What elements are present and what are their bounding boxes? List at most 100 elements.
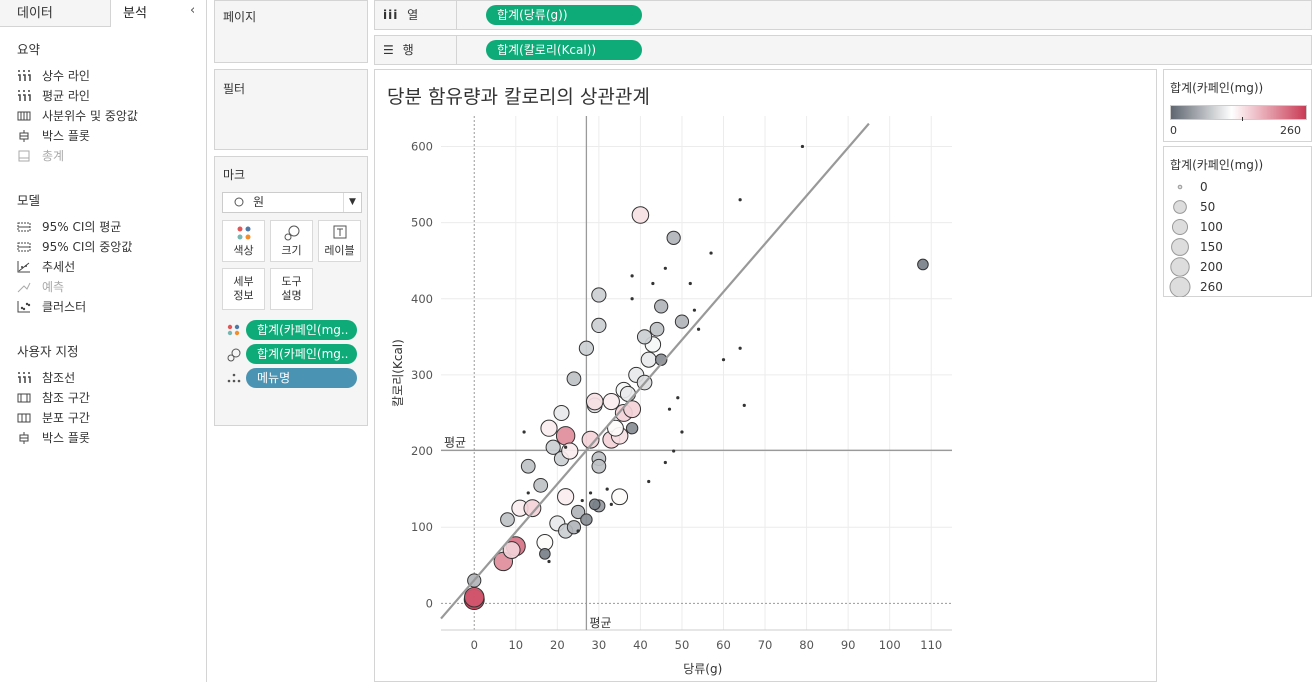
data-point[interactable] bbox=[738, 198, 742, 202]
size-circle bbox=[1171, 238, 1189, 256]
data-point[interactable] bbox=[666, 230, 681, 245]
color-pill[interactable]: 합계(카페인(mg.. bbox=[246, 320, 357, 340]
marks-size-field[interactable]: 합계(카페인(mg.. bbox=[222, 344, 362, 364]
trend-line-path[interactable] bbox=[440, 122, 870, 620]
data-point[interactable] bbox=[564, 445, 568, 449]
rows-pill[interactable]: 합계(칼로리(Kcal)) bbox=[486, 40, 642, 60]
detail-pill[interactable]: 메뉴명 bbox=[246, 368, 357, 388]
data-point[interactable] bbox=[545, 439, 561, 455]
data-point[interactable] bbox=[619, 385, 636, 402]
data-point[interactable] bbox=[674, 314, 690, 329]
data-point[interactable] bbox=[607, 419, 624, 437]
data-point[interactable] bbox=[591, 458, 607, 474]
data-point[interactable] bbox=[709, 251, 713, 255]
data-point[interactable] bbox=[609, 502, 613, 506]
data-point[interactable] bbox=[680, 430, 684, 434]
pages-title: 페이지 bbox=[223, 10, 257, 24]
data-point[interactable] bbox=[692, 308, 697, 312]
data-point[interactable] bbox=[539, 548, 551, 560]
size-legend-entry[interactable]: 100 bbox=[1164, 217, 1311, 237]
columns-shelf[interactable]: iii 열 합계(당류(g)) bbox=[374, 0, 1312, 30]
size-legend-entry[interactable]: 260 bbox=[1164, 277, 1311, 297]
data-point[interactable] bbox=[611, 488, 629, 506]
data-point[interactable] bbox=[631, 206, 650, 224]
data-point[interactable] bbox=[591, 317, 607, 334]
data-point[interactable] bbox=[566, 371, 582, 387]
data-point[interactable] bbox=[651, 281, 655, 286]
data-point[interactable] bbox=[738, 346, 742, 350]
data-point[interactable] bbox=[649, 321, 665, 337]
data-point[interactable] bbox=[605, 487, 609, 491]
scatter-plot[interactable]: 0 10 20 30 40 50 60 70 80 90 100 110 0 100 200 300 400 50… bbox=[375, 70, 1156, 681]
data-point[interactable] bbox=[547, 559, 551, 564]
data-point[interactable] bbox=[667, 407, 672, 411]
data-point[interactable] bbox=[502, 541, 521, 559]
data-point[interactable] bbox=[555, 426, 576, 446]
data-point[interactable] bbox=[696, 327, 701, 331]
data-point[interactable] bbox=[800, 144, 805, 149]
size-legend[interactable]: 합계(카페인(mg)) 0 50 100 150 200 260 bbox=[1163, 146, 1312, 297]
data-point[interactable] bbox=[647, 479, 651, 484]
data-point[interactable] bbox=[580, 498, 584, 503]
data-point[interactable] bbox=[533, 477, 549, 493]
label-button[interactable]: 레이블 bbox=[318, 220, 361, 262]
size-legend-entry[interactable]: 200 bbox=[1164, 257, 1311, 277]
data-point[interactable] bbox=[536, 534, 554, 551]
size-legend-entry[interactable]: 0 bbox=[1164, 177, 1311, 197]
trend-line[interactable] bbox=[440, 122, 870, 620]
marks-color-field[interactable]: 합계(카페인(mg.. bbox=[222, 320, 362, 340]
color-legend[interactable]: 합계(카페인(mg)) 0 260 bbox=[1163, 69, 1312, 142]
filters-shelf[interactable]: 필터 bbox=[214, 69, 368, 150]
data-point[interactable] bbox=[625, 421, 639, 435]
chevron-left-icon[interactable]: ‹ bbox=[190, 3, 196, 18]
data-point[interactable] bbox=[522, 430, 526, 434]
data-point[interactable] bbox=[663, 266, 667, 270]
data-point[interactable] bbox=[520, 458, 536, 474]
data-point[interactable] bbox=[588, 498, 601, 511]
tooltip-button[interactable]: 도구 설명 bbox=[270, 268, 313, 310]
pages-shelf[interactable]: 페이지 bbox=[214, 0, 368, 63]
size-legend-entry[interactable]: 50 bbox=[1164, 197, 1311, 217]
data-point[interactable] bbox=[557, 488, 575, 506]
mark-type-dropdown[interactable]: 원 ▼ bbox=[222, 192, 362, 213]
detail-button[interactable]: 세부 정보 bbox=[222, 268, 265, 310]
columns-pill[interactable]: 합계(당류(g)) bbox=[486, 5, 642, 25]
data-point[interactable] bbox=[585, 392, 604, 411]
data-point[interactable] bbox=[630, 274, 634, 278]
data-points[interactable] bbox=[463, 144, 929, 611]
data-point[interactable] bbox=[672, 449, 676, 453]
tab-analysis[interactable]: 분석 bbox=[123, 6, 147, 21]
data-point[interactable] bbox=[500, 512, 515, 527]
data-point[interactable] bbox=[578, 340, 595, 356]
data-point[interactable] bbox=[742, 403, 746, 407]
data-point[interactable] bbox=[663, 460, 667, 465]
data-point[interactable] bbox=[576, 529, 580, 533]
data-point[interactable] bbox=[581, 430, 600, 449]
data-point[interactable] bbox=[580, 513, 593, 526]
size-pill[interactable]: 합계(카페인(mg.. bbox=[246, 344, 357, 364]
data-point[interactable] bbox=[463, 587, 485, 608]
data-point[interactable] bbox=[523, 499, 542, 518]
data-point[interactable] bbox=[654, 299, 669, 314]
data-point[interactable] bbox=[676, 396, 680, 400]
color-button[interactable]: 색상 bbox=[222, 220, 265, 262]
data-point[interactable] bbox=[540, 419, 558, 437]
data-point[interactable] bbox=[688, 281, 692, 286]
data-point[interactable] bbox=[588, 491, 593, 495]
rows-shelf[interactable]: ☰ 행 합계(칼로리(Kcal)) bbox=[374, 35, 1312, 65]
data-point[interactable] bbox=[602, 392, 620, 411]
data-point[interactable] bbox=[561, 442, 579, 460]
data-point[interactable] bbox=[570, 504, 586, 520]
data-point[interactable] bbox=[526, 491, 530, 495]
data-point[interactable] bbox=[640, 351, 657, 368]
data-point[interactable] bbox=[630, 297, 634, 301]
data-point[interactable] bbox=[917, 258, 929, 271]
marks-detail-field[interactable]: 메뉴명 bbox=[222, 368, 362, 388]
data-point[interactable] bbox=[636, 329, 653, 345]
data-point[interactable] bbox=[591, 287, 607, 303]
data-point[interactable] bbox=[553, 404, 570, 422]
size-button[interactable]: 크기 bbox=[270, 220, 313, 262]
tab-data[interactable]: 데이터 bbox=[0, 0, 111, 27]
size-legend-entry[interactable]: 150 bbox=[1164, 237, 1311, 257]
data-point[interactable] bbox=[721, 358, 726, 362]
